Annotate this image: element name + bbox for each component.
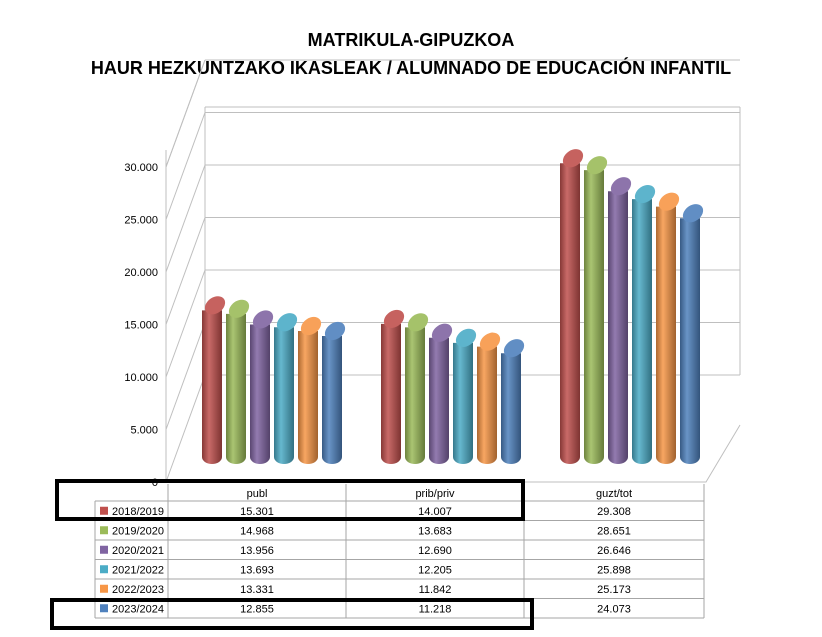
y-tick-label: 20.000 <box>124 267 158 279</box>
data-label: 12.690 <box>418 545 452 557</box>
chart-title: MATRIKULA-GIPUZKOA <box>307 30 515 50</box>
series-label: 2023/2024 <box>112 603 164 615</box>
data-label: 12.855 <box>240 603 274 615</box>
legend-swatch <box>100 526 108 535</box>
data-label: 13.956 <box>240 545 274 557</box>
series-label: 2019/2020 <box>112 525 164 537</box>
bar-2022-2023-0 <box>298 331 318 464</box>
bar-top <box>204 296 226 315</box>
bar-top <box>383 309 405 329</box>
data-label: 24.073 <box>597 603 631 615</box>
data-label: 11.842 <box>419 584 452 596</box>
bar-2023-2024-2 <box>680 218 700 464</box>
bar-2018-2019-0 <box>202 310 222 464</box>
highlight-box-bottom <box>50 598 534 630</box>
bar-top <box>252 310 274 329</box>
bar-top <box>431 323 453 342</box>
bar-top <box>300 316 322 336</box>
bar-2020-2021-0 <box>250 324 270 464</box>
bar-top <box>610 177 632 196</box>
series-label: 2020/2021 <box>112 545 164 557</box>
legend-swatch <box>100 565 108 574</box>
y-tick-label: 25.000 <box>124 215 158 227</box>
bar-2020-2021-1 <box>429 337 449 464</box>
bar-2018-2019-2 <box>560 163 580 465</box>
data-label: 13.331 <box>240 584 274 596</box>
bar-2022-2023-1 <box>477 346 497 464</box>
category-label: publ <box>247 488 268 500</box>
y-tick-label: 30.000 <box>124 162 158 174</box>
bar-top <box>682 204 704 223</box>
data-table: publ prib/priv guzt/tot 2018/2019 15.301 14.0… <box>94 484 705 619</box>
bar-top <box>228 299 250 318</box>
y-tick-label: 15.000 <box>124 320 158 332</box>
data-label: 12.205 <box>418 564 452 576</box>
legend-swatch <box>100 584 108 593</box>
bars <box>202 149 704 465</box>
data-label: 25.898 <box>597 564 631 576</box>
y-tick-label: 10.000 <box>124 372 158 384</box>
series-label: 2018/2019 <box>112 506 164 518</box>
chart-subtitle: HAUR HEZKUNTZAKO IKASLEAK / ALUMNADO DE … <box>90 58 732 78</box>
bar-top <box>479 332 501 351</box>
data-label: 13.683 <box>418 525 452 537</box>
gridline-side <box>165 164 206 273</box>
bar-2020-2021-2 <box>608 191 628 465</box>
data-label: 14.007 <box>418 506 452 518</box>
legend-swatch <box>100 604 108 613</box>
data-label: 25.173 <box>597 584 631 596</box>
highlight-box-top <box>55 479 525 521</box>
bar-top <box>407 313 429 332</box>
bar-2018-2019-1 <box>381 323 401 464</box>
bar-top <box>503 339 525 358</box>
series-label: 2022/2023 <box>112 584 164 596</box>
bar-top <box>276 313 298 332</box>
series-label: 2021/2022 <box>112 564 164 576</box>
legend-swatch <box>100 545 108 554</box>
data-label: 28.651 <box>597 525 631 537</box>
data-label: 29.308 <box>597 506 631 518</box>
category-label: prib/priv <box>415 488 455 500</box>
data-label: 15.301 <box>240 506 274 518</box>
gridline-side <box>165 322 206 430</box>
bar-top <box>658 192 680 211</box>
bar-2019-2020-1 <box>405 327 425 464</box>
data-label: 14.968 <box>240 525 274 537</box>
bar-top <box>324 321 346 341</box>
bar-2023-2024-1 <box>501 353 521 464</box>
legend-swatch <box>100 506 108 515</box>
gridline-side <box>165 374 206 483</box>
bar-2021-2022-1 <box>453 342 473 464</box>
data-label: 11.218 <box>419 603 452 615</box>
data-label: 13.693 <box>240 564 274 576</box>
category-label: guzt/tot <box>596 488 632 500</box>
gridline-side <box>165 217 206 325</box>
bar-top <box>634 184 656 204</box>
bar-top <box>562 149 584 168</box>
bar-2021-2022-2 <box>632 199 652 465</box>
bar-2021-2022-0 <box>274 327 294 464</box>
gridline-side <box>165 59 206 168</box>
bar-top <box>586 156 608 175</box>
y-tick-label: 5.000 <box>130 425 158 437</box>
bar-2023-2024-0 <box>322 336 342 464</box>
gridline-side <box>165 269 206 378</box>
data-label: 26.646 <box>597 545 631 557</box>
bar-top <box>455 328 477 347</box>
bar-2019-2020-2 <box>584 170 604 465</box>
bar-2019-2020-0 <box>226 313 246 464</box>
bar-2022-2023-2 <box>656 206 676 464</box>
highlight-boxes <box>50 479 534 630</box>
gridline-side <box>165 112 206 220</box>
